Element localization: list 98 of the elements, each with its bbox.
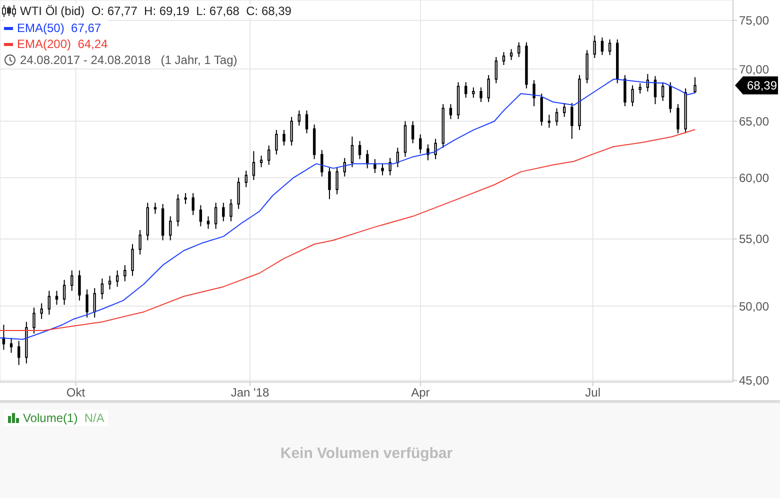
candlestick [518, 42, 520, 58]
candlestick [305, 110, 308, 134]
candlestick [593, 35, 596, 59]
y-tick-label: 60,00 [739, 170, 770, 185]
candlestick [138, 230, 142, 256]
candlestick [40, 302, 43, 320]
candlestick [192, 192, 194, 216]
text: 68,39 [747, 78, 778, 92]
candlestick [100, 278, 104, 300]
chart-title: WTI Öl (bid) [20, 4, 85, 18]
candlestick [48, 290, 51, 316]
candlestick [108, 275, 112, 290]
candlestick [154, 202, 157, 214]
candlestick [230, 198, 232, 222]
y-tick-label: 55,00 [739, 232, 770, 246]
candlestick [694, 76, 696, 94]
candlestick [62, 279, 66, 306]
candlestick [268, 145, 270, 166]
candlestick [169, 216, 172, 241]
annotation: 67,67 [71, 21, 102, 35]
candlestick [116, 270, 119, 288]
candlestick [540, 93, 543, 126]
candlestick [562, 102, 566, 118]
x-tick-label: Jul [585, 386, 601, 400]
candlestick [320, 150, 324, 177]
candlestick [17, 340, 20, 366]
candlestick [290, 116, 293, 146]
candlestick [131, 244, 134, 276]
candlestick [199, 204, 202, 227]
candlestick [502, 52, 506, 66]
candlestick [55, 290, 58, 306]
annotation: 64,24 [78, 37, 108, 51]
candlestick [570, 102, 574, 140]
candlestick [176, 194, 180, 227]
candlestick [480, 86, 482, 102]
candlestick [214, 202, 218, 230]
candlestick [260, 155, 263, 168]
text: Volume(1) [23, 411, 78, 425]
candlestick [676, 104, 680, 134]
candlestick [472, 86, 475, 98]
candlestick [184, 192, 187, 204]
candlestick [419, 134, 422, 154]
candlestick [298, 110, 301, 126]
candlestick [669, 82, 672, 114]
candlestick [282, 129, 286, 146]
candlestick [206, 216, 210, 230]
candlestick [510, 48, 513, 61]
candlestick [532, 80, 536, 107]
candlestick [426, 144, 430, 161]
y-tick-label: 70,00 [739, 62, 770, 76]
text: Kein Volumen verfügbar [279, 445, 454, 462]
candlestick [336, 166, 338, 195]
candlestick [78, 270, 81, 302]
candlestick [124, 264, 126, 282]
line-series [0, 78, 696, 340]
candlestick [487, 74, 490, 102]
candlestick [374, 158, 376, 174]
candlestick [275, 129, 278, 156]
candlestick [464, 82, 468, 98]
x-tick-label: Okt [66, 386, 86, 400]
y-tick-label: 65,00 [739, 114, 770, 128]
candlestick [555, 108, 558, 126]
candlestick [434, 138, 437, 160]
y-tick-label: 50,00 [739, 299, 770, 314]
candlestick [86, 288, 88, 318]
candlestick [494, 56, 498, 84]
candlestick [449, 104, 452, 120]
candlestick [381, 163, 384, 176]
annotation: 24.08.2017 - 24.08.2018 (1 Jahr, 1 Tag) [20, 53, 238, 67]
legend-label: EMA(200) [17, 37, 72, 51]
candlestick [624, 74, 626, 107]
candlestick [350, 136, 354, 168]
legend-label: EMA(50) [17, 21, 64, 35]
text: N/A [84, 411, 104, 425]
candlestick [388, 157, 392, 176]
x-tick-label: Apr [411, 386, 430, 400]
candlestick [661, 82, 664, 102]
candlestick [600, 37, 604, 56]
candlestick [244, 170, 248, 188]
candlestick [608, 38, 612, 56]
y-tick-label: 45,00 [739, 374, 770, 388]
candlestick [548, 114, 551, 128]
candlestick [358, 140, 362, 160]
candlestick [631, 84, 634, 107]
candlestick [237, 177, 240, 210]
candlestick [93, 288, 96, 318]
x-tick-label: Jan '18 [230, 386, 270, 400]
candlestick [638, 82, 642, 94]
line-series [0, 129, 696, 332]
candlestick [222, 202, 225, 222]
candlestick [70, 270, 74, 292]
candlestick [10, 337, 13, 354]
candlestick [328, 166, 331, 200]
y-tick-label: 75,00 [739, 14, 770, 28]
chart-subtitle: O: 67,77 H: 69,19 L: 67,68 C: 68,39 [91, 4, 292, 18]
candlestick [32, 307, 36, 334]
candlestick [252, 150, 256, 181]
candlestick [411, 120, 414, 144]
